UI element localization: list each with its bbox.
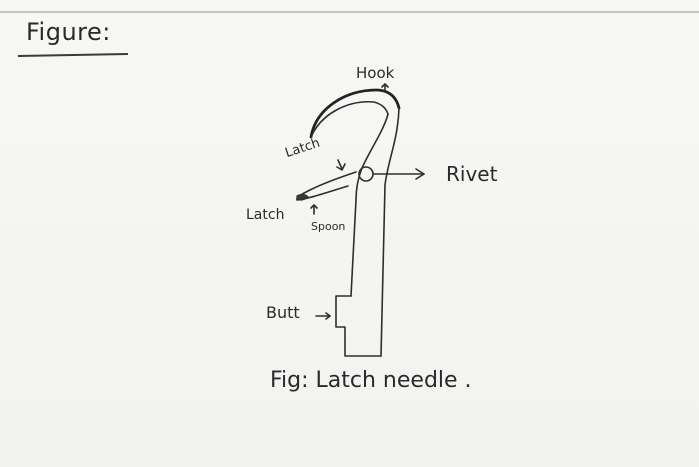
butt-label: Butt	[266, 303, 300, 322]
rivet-label: Rivet	[446, 162, 498, 186]
latch-label-arrow-line	[337, 159, 343, 170]
hook-label: Hook	[356, 64, 395, 82]
rivet-arrow-head	[415, 168, 425, 180]
figure-heading: Figure:	[26, 18, 111, 46]
butt-outline	[335, 295, 382, 357]
stem-left-edge-upper	[355, 113, 389, 201]
figure-caption: Fig: Latch needle .	[270, 368, 472, 393]
stem-left-edge-lower	[350, 199, 357, 297]
rivet-circle	[358, 166, 374, 182]
butt-arrow-head	[325, 312, 331, 320]
latch-spoon-label-spoon: Spoon	[311, 220, 346, 233]
latch-spoon-tip	[296, 194, 309, 201]
hook-outer-curve	[309, 88, 401, 139]
stem-right-edge	[380, 107, 400, 357]
latch-spoon-label-latch: Latch	[246, 207, 285, 223]
spoon-label-arrow-head	[310, 204, 318, 209]
hook-inner-curve	[310, 101, 389, 138]
page-top-rule	[0, 11, 699, 13]
hook-label-arrow-head	[381, 83, 389, 88]
latch-label-arrow-head	[336, 163, 346, 171]
